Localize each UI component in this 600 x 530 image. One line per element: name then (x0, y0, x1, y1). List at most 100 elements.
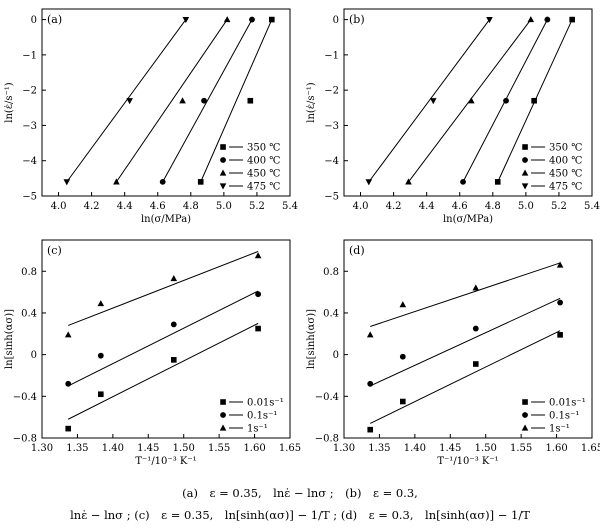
fit-line (368, 19, 490, 183)
data-point (366, 331, 374, 338)
legend-label: 0.01s⁻¹ (549, 398, 586, 409)
x-tick-label: 5.2 (249, 201, 265, 212)
data-point (486, 16, 493, 24)
x-tick-label: 1.45 (439, 443, 461, 454)
data-point (159, 178, 166, 185)
legend-marker (220, 399, 226, 405)
data-point (255, 291, 262, 298)
data-point (472, 325, 479, 332)
figure-caption-line-2: lnε̇ − lnσ ; (c) ε = 0.35, ln[sinh(ασ)] … (70, 508, 530, 522)
x-tick-label: 1.40 (102, 443, 124, 454)
x-tick-label: 1.30 (31, 443, 53, 454)
data-point (494, 179, 501, 185)
data-point (223, 16, 231, 23)
fit-line (67, 290, 259, 387)
figure: 4.0 4.2 4.4 4.6 4.8 5.0 5.2 5.4 0 −1 −2 −3 −4 −5 ln(σ/… (4, 8, 600, 467)
legend-marker (522, 412, 528, 418)
legend-marker (219, 169, 227, 176)
data-point (557, 332, 563, 338)
chart-panel-1: 4.0 4.2 4.4 4.6 4.8 5.0 5.2 5.4 0 −1 −2 −3 −4 −5 ln(σ/… (4, 8, 298, 225)
x-tick-label: 1.65 (279, 443, 301, 454)
panel-label: (a) (47, 13, 62, 26)
data-point (399, 353, 406, 360)
legend-label: 0.01s⁻¹ (247, 398, 284, 409)
data-point (569, 16, 575, 23)
x-tick-label: 1.35 (66, 443, 88, 454)
data-point (98, 391, 104, 398)
data-point (531, 97, 537, 104)
x-axis-label: ln(σ/MPa) (141, 214, 191, 225)
data-point (255, 325, 261, 332)
y-axis-label: ln(ε̇/s⁻¹) (4, 82, 15, 123)
x-tick-label: 4.2 (84, 201, 100, 212)
data-point (65, 425, 72, 432)
data-point (269, 16, 275, 23)
x-tick-label: 1.65 (581, 443, 600, 454)
x-tick-label: 5.4 (584, 201, 600, 212)
x-tick-label: 4.2 (386, 201, 402, 212)
x-tick-label: 4.6 (150, 201, 166, 212)
x-tick-label: 5.0 (518, 201, 534, 212)
x-tick-label: 4.8 (183, 201, 199, 212)
data-point (126, 98, 133, 105)
y-tick-label: 0 (333, 350, 339, 361)
legend-marker (521, 424, 529, 431)
x-tick-label: 1.60 (545, 443, 567, 454)
figure-caption-line-1: (a) ε = 0.35, lnε̇ − lnσ ; (b) ε = 0.3, (182, 486, 418, 500)
legend-label: 475 ℃ (549, 182, 582, 193)
fit-line (200, 19, 273, 183)
y-tick-label: −1 (22, 50, 37, 61)
y-axis-label: ln[sinh(ασ)] (4, 309, 15, 369)
y-tick-label: 0 (31, 15, 37, 26)
fit-line (370, 262, 561, 327)
data-point (367, 380, 374, 387)
data-point (63, 179, 71, 186)
y-tick-label: −2 (324, 86, 339, 97)
legend-label: 350 ℃ (549, 143, 582, 154)
legend-marker (220, 412, 226, 418)
x-tick-label: 1.45 (137, 443, 159, 454)
y-axis-label: ln[sinh(ασ)] (306, 309, 317, 369)
y-tick-label: −0.4 (13, 392, 37, 403)
x-tick-label: 4.6 (452, 201, 468, 212)
legend-marker (521, 169, 529, 176)
data-point (97, 352, 104, 359)
fit-line (162, 19, 253, 183)
data-point (254, 252, 262, 259)
y-tick-label: 0.4 (323, 308, 339, 319)
y-tick-label: −5 (22, 192, 37, 203)
y-axis-label: ln(ε̇/s⁻¹) (306, 82, 317, 123)
y-tick-label: 0.8 (21, 267, 37, 278)
fit-line (370, 297, 561, 387)
legend-marker (219, 424, 227, 431)
chart-panel-3: 1.30 1.35 1.40 1.45 1.50 1.55 1.60 1.65 0.8 0.4 0 −… (4, 239, 301, 467)
legend-label: 450 ℃ (247, 169, 280, 180)
x-tick-label: 4.4 (117, 201, 133, 212)
x-axis-label: ln(σ/MPa) (443, 214, 493, 225)
y-tick-label: −4 (324, 156, 339, 167)
x-tick-label: 4.0 (51, 201, 67, 212)
x-axis-label: T⁻¹/10⁻³ K⁻¹ (135, 456, 196, 467)
data-point (197, 179, 204, 185)
plot-frame (343, 239, 593, 439)
fit-line (66, 19, 187, 183)
data-point (556, 261, 564, 268)
legend-label: 400 ℃ (247, 156, 280, 167)
chart-panel-4: 1.30 1.35 1.40 1.45 1.50 1.55 1.60 1.65 0.8 0.4 0 −… (306, 239, 600, 467)
x-tick-label: 1.40 (404, 443, 426, 454)
data-point (65, 380, 72, 387)
data-point (405, 178, 412, 185)
fit-line (369, 330, 561, 424)
legend-label: 350 ℃ (247, 143, 280, 154)
y-tick-label: −0.8 (315, 434, 339, 445)
y-tick-label: −5 (324, 192, 339, 203)
data-point (170, 275, 178, 282)
fit-line (68, 250, 259, 326)
data-point (182, 16, 190, 24)
data-point (247, 97, 254, 104)
x-tick-label: 1.35 (368, 443, 390, 454)
y-tick-label: 0.8 (323, 267, 339, 278)
legend-label: 0.1s⁻¹ (247, 411, 277, 422)
data-point (544, 16, 551, 23)
y-tick-label: −0.8 (13, 434, 37, 445)
